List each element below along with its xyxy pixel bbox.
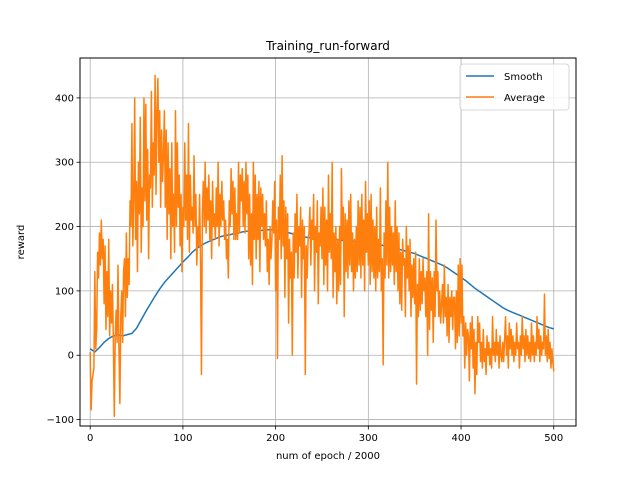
axis-ticks: 0 100 200 300 400 500 −100 0 100 200 300 400 [47, 93, 564, 444]
plot-series [89, 74, 555, 418]
x-tick-label: 300 [359, 433, 378, 444]
x-tick-label: 0 [87, 433, 93, 444]
plot-frame [79, 57, 577, 427]
x-tick-label: 400 [451, 433, 470, 444]
x-axis-label: num of epoch / 2000 [276, 451, 380, 462]
y-tick-label: 200 [55, 222, 74, 233]
y-tick-label: −100 [47, 415, 74, 426]
y-tick-label: 0 [68, 351, 74, 362]
y-tick-label: 400 [55, 93, 74, 104]
x-tick-label: 200 [266, 433, 285, 444]
x-tick-label: 500 [544, 433, 563, 444]
legend-label-smooth: Smooth [504, 72, 543, 83]
legend-label-average: Average [504, 93, 545, 104]
legend: Smooth Average [459, 63, 570, 111]
chart-title: Training_run-forward [265, 39, 390, 53]
y-tick-label: 300 [55, 158, 74, 169]
x-tick-label: 100 [173, 433, 192, 444]
y-tick-label: 100 [55, 286, 74, 297]
series-line-average [89, 74, 555, 418]
y-axis-label: reward [16, 225, 27, 260]
